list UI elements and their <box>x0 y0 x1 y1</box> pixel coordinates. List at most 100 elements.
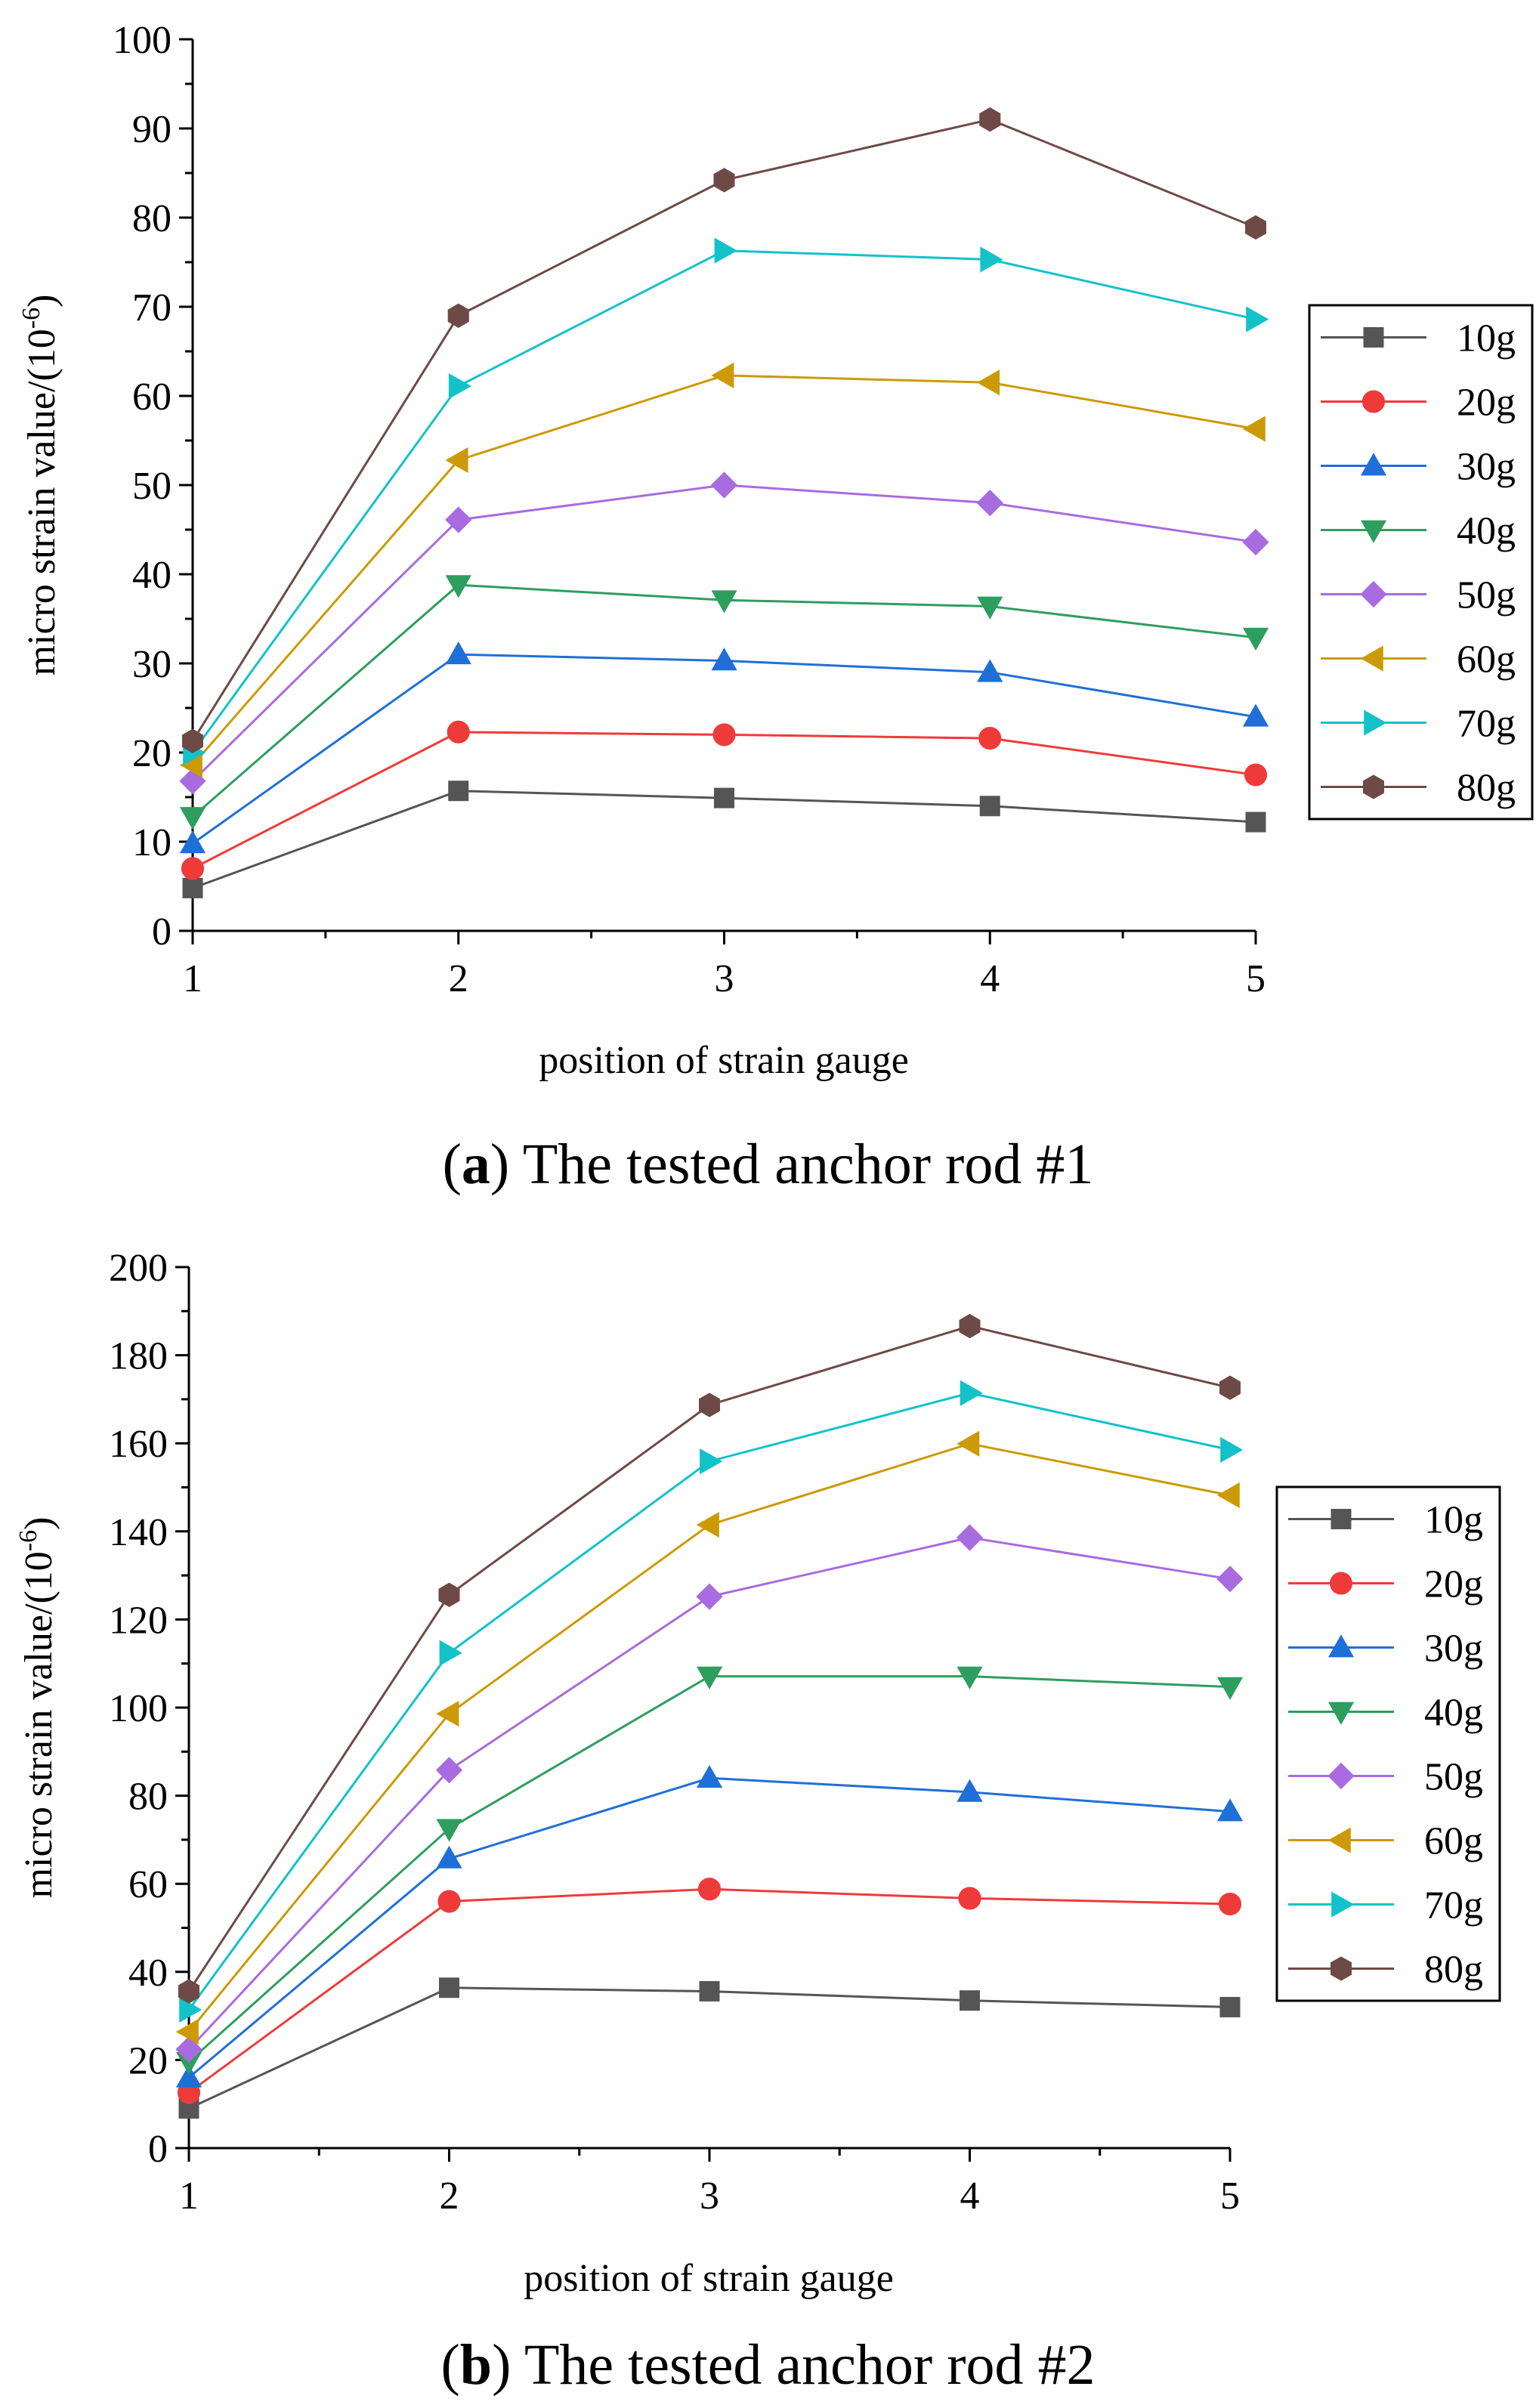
chart-b-point-50g-3 <box>696 1583 723 1610</box>
chart-a-legend-marker-60g <box>1360 645 1383 672</box>
chart-b-point-80g-1 <box>178 1979 199 2004</box>
chart-b-y-axis-title-main: micro strain value/(10 <box>17 1551 60 1898</box>
chart-b-y-tick-label: 120 <box>109 1599 168 1642</box>
chart-a-point-70g-2 <box>448 372 472 400</box>
chart-a-x-tick-label: 2 <box>449 957 468 1000</box>
chart-a-y-axis-title-close: ) <box>20 295 63 308</box>
chart-a-legend-marker-40g <box>1360 520 1387 543</box>
chart-b-legend: 10g 20g 30g 40g 50g 60g 70g 80g <box>1275 1485 1501 2002</box>
chart-b-y-tick-label: 160 <box>109 1423 168 1466</box>
chart-a-legend-marker-70g <box>1364 709 1387 736</box>
chart-a-point-80g-2 <box>447 303 469 328</box>
chart-b-y-tick-label: 180 <box>109 1335 168 1378</box>
chart-b-point-70g-4 <box>960 1380 983 1406</box>
chart-a-legend-marker-20g <box>1361 390 1386 413</box>
chart-a-point-60g-3 <box>711 362 734 388</box>
chart-b-point-30g-2 <box>436 1845 462 1869</box>
chart-a-y-tick-label: 40 <box>132 554 172 597</box>
chart-b-point-50g-2 <box>435 1757 463 1784</box>
chart-a-y-axis-title-exponent: -6 <box>17 308 45 329</box>
chart-a-point-40g-1 <box>179 807 206 830</box>
chart-a-y-tick-label: 60 <box>132 376 172 419</box>
chart-b-point-10g-3 <box>699 1980 720 2002</box>
chart-b-y-axis-title-exponent: -6 <box>14 1530 42 1551</box>
chart-b-y-tick-label: 60 <box>128 1863 168 1906</box>
chart-b-y-axis-title-close: ) <box>17 1517 60 1530</box>
caption-a-text: The tested anchor rod #1 <box>522 1133 1094 1196</box>
chart-a-y-tick-label: 30 <box>132 643 172 686</box>
chart-a-y-tick-label: 10 <box>132 821 172 864</box>
chart-b-legend-label-40g: 40g <box>1424 1692 1483 1735</box>
chart-b-point-50g-5 <box>1216 1566 1244 1593</box>
chart-a-point-20g-1 <box>181 857 205 880</box>
chart-b-point-40g-3 <box>696 1666 723 1689</box>
chart-b-point-30g-5 <box>1216 1798 1244 1822</box>
chart-a-legend-label-80g: 80g <box>1457 767 1516 810</box>
chart-b-point-80g-2 <box>438 1582 460 1607</box>
chart-b-point-80g-4 <box>959 1313 981 1339</box>
chart-b-y-tick-label: 20 <box>128 2039 168 2082</box>
chart-b-series-line-70g <box>187 1392 1231 2011</box>
chart-b-legend-marker-40g <box>1327 1702 1355 1725</box>
chart-a-point-30g-1 <box>179 830 206 854</box>
chart-a-point-60g-4 <box>976 369 1000 396</box>
chart-b-legend-marker-10g <box>1330 1509 1352 1529</box>
chart-b-point-20g-4 <box>958 1887 981 1910</box>
chart-b-legend-marker-30g <box>1327 1634 1355 1658</box>
chart-b-point-30g-3 <box>696 1764 723 1788</box>
chart-a-point-30g-5 <box>1242 703 1269 727</box>
chart-a-point-20g-5 <box>1244 763 1268 787</box>
chart-a-legend-marker-10g <box>1363 327 1384 348</box>
chart-b-series-30g <box>175 1764 1244 2088</box>
chart-b-legend-label-20g: 20g <box>1424 1563 1483 1606</box>
chart-b-series-70g <box>179 1380 1244 2023</box>
chart-b-y-tick-label: 200 <box>109 1247 168 1290</box>
chart-a-point-10g-5 <box>1245 811 1266 833</box>
chart-a-legend-marker-50g <box>1360 580 1387 608</box>
chart-b-x-axis-title: position of strain gauge <box>524 2257 894 2300</box>
caption-a: (a) The tested anchor rod #1 <box>442 1133 1094 1196</box>
chart-b-legend-label-10g: 10g <box>1424 1499 1483 1542</box>
chart-b-series-20g <box>177 1878 1242 2104</box>
chart-a-point-20g-4 <box>978 727 1002 750</box>
chart-a-point-30g-3 <box>711 648 737 671</box>
chart-a-series-10g <box>182 781 1266 898</box>
chart-a-point-80g-3 <box>713 168 735 193</box>
chart-a-y-axis-title: micro strain value/(10-6) <box>17 295 63 676</box>
chart-a-legend-label-50g: 50g <box>1457 574 1516 617</box>
chart-a-point-80g-4 <box>979 107 1001 132</box>
chart-b: 0 20 40 60 80 100 120 140 160 180 200 1 2 3 4 5 position… <box>14 1247 1501 2300</box>
chart-b-point-10g-4 <box>960 1990 980 2011</box>
chart-a-legend-box <box>1308 304 1534 821</box>
chart-b-point-40g-2 <box>436 1819 462 1842</box>
chart-b-x-tick-label: 1 <box>179 2175 199 2218</box>
chart-b-point-80g-5 <box>1219 1375 1241 1400</box>
chart-a-point-40g-2 <box>445 575 471 598</box>
chart-b-point-30g-4 <box>957 1779 983 1802</box>
chart-a-point-70g-3 <box>714 237 737 264</box>
chart-a-legend: 10g 20g 30g 40g 50g 60g 70g 80g <box>1308 304 1534 821</box>
chart-b-point-50g-1 <box>175 2036 202 2063</box>
chart-b-legend-marker-70g <box>1331 1891 1355 1918</box>
chart-b-series-80g <box>178 1313 1241 2004</box>
chart-a-series-50g <box>179 471 1269 795</box>
chart-a-point-10g-3 <box>714 787 734 808</box>
chart-a-legend-marker-30g <box>1360 453 1387 476</box>
chart-b-point-20g-3 <box>697 1878 722 1901</box>
chart-b-x-tick-label: 4 <box>960 2175 980 2218</box>
chart-a-legend-label-10g: 10g <box>1457 317 1516 360</box>
chart-b-point-10g-2 <box>439 1977 459 1998</box>
chart-b-point-60g-4 <box>957 1430 980 1457</box>
chart-a-point-20g-3 <box>712 723 736 747</box>
chart-b-legend-label-80g: 80g <box>1424 1949 1483 1992</box>
chart-b-point-10g-5 <box>1219 1996 1241 2017</box>
caption-a-label: a <box>461 1133 490 1196</box>
caption-b: (b) The tested anchor rod #2 <box>440 2333 1096 2397</box>
chart-b-y-axis-title: micro strain value/(10-6) <box>14 1517 60 1899</box>
chart-b-x-tick-label: 5 <box>1220 2175 1240 2218</box>
chart-b-legend-marker-50g <box>1327 1762 1355 1790</box>
chart-b-point-40g-5 <box>1216 1677 1244 1700</box>
chart-a-legend-label-40g: 40g <box>1457 510 1516 553</box>
chart-b-series-10g <box>178 1977 1241 2119</box>
chart-b-x-tick-label: 3 <box>700 2175 719 2218</box>
